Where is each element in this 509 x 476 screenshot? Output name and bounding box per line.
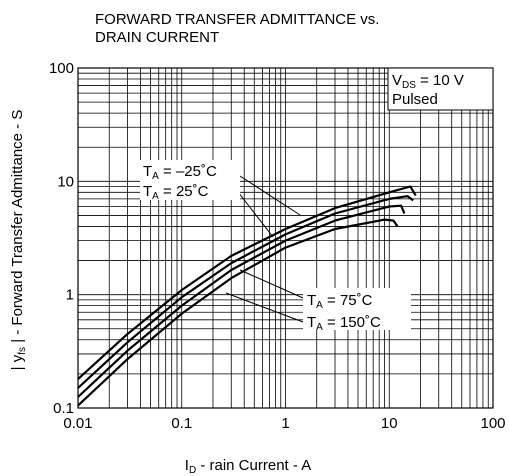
x-tick-label: 10 [381,415,398,432]
curve [77,218,399,407]
x-tick-label: 1 [281,415,289,432]
chart-title: DRAIN CURRENT [95,29,219,46]
annotation: TA = 25˚C [143,183,209,202]
y-tick-label: 0.1 [53,400,74,417]
y-tick-label: 1 [66,287,74,304]
annotation: TA = 75˚C [307,292,373,311]
condition: Pulsed [392,91,438,108]
condition: VDS = 10 V [392,72,464,91]
curve [77,204,406,398]
curve [77,185,417,380]
condition-box [387,67,494,111]
label-bg [303,288,411,330]
annotation: TA = –25˚C [143,163,217,182]
label-bg [140,160,240,200]
x-axis-label: ID - rain Current - A [185,457,311,476]
annotation: TA = 150˚C [307,314,381,333]
leaders [225,175,304,323]
y-axis-label: | yfs | - Forward Transfer Admittance - … [9,110,28,371]
y-tick-label: 100 [49,60,74,77]
x-tick-label: 0.01 [63,415,92,432]
x-tick-label: 0.1 [171,415,192,432]
x-tick-label: 100 [480,415,505,432]
curve [77,195,414,389]
y-tick-label: 10 [57,173,74,190]
chart-title: FORWARD TRANSFER ADMITTANCE vs. [95,11,379,28]
